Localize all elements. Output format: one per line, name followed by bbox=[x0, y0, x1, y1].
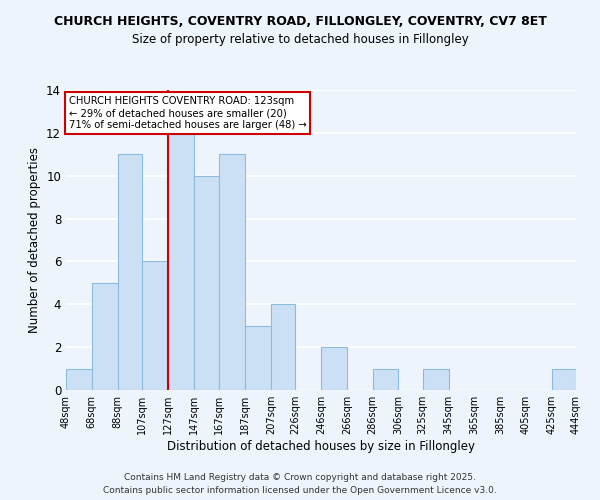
Bar bbox=[194, 176, 219, 390]
Y-axis label: Number of detached properties: Number of detached properties bbox=[28, 147, 41, 333]
Text: CHURCH HEIGHTS COVENTRY ROAD: 123sqm
← 29% of detached houses are smaller (20)
7: CHURCH HEIGHTS COVENTRY ROAD: 123sqm ← 2… bbox=[68, 96, 307, 130]
Bar bbox=[118, 154, 142, 390]
Bar bbox=[271, 304, 295, 390]
Text: Contains HM Land Registry data © Crown copyright and database right 2025.: Contains HM Land Registry data © Crown c… bbox=[124, 474, 476, 482]
Bar bbox=[321, 347, 347, 390]
Bar bbox=[373, 368, 398, 390]
Bar bbox=[92, 283, 118, 390]
Text: Size of property relative to detached houses in Fillongley: Size of property relative to detached ho… bbox=[131, 32, 469, 46]
Bar bbox=[219, 154, 245, 390]
Bar bbox=[423, 368, 449, 390]
X-axis label: Distribution of detached houses by size in Fillongley: Distribution of detached houses by size … bbox=[167, 440, 475, 453]
Bar bbox=[245, 326, 271, 390]
Bar bbox=[66, 368, 92, 390]
Text: Contains public sector information licensed under the Open Government Licence v3: Contains public sector information licen… bbox=[103, 486, 497, 495]
Bar bbox=[168, 133, 194, 390]
Bar bbox=[142, 262, 168, 390]
Text: CHURCH HEIGHTS, COVENTRY ROAD, FILLONGLEY, COVENTRY, CV7 8ET: CHURCH HEIGHTS, COVENTRY ROAD, FILLONGLE… bbox=[53, 15, 547, 28]
Bar bbox=[551, 368, 576, 390]
